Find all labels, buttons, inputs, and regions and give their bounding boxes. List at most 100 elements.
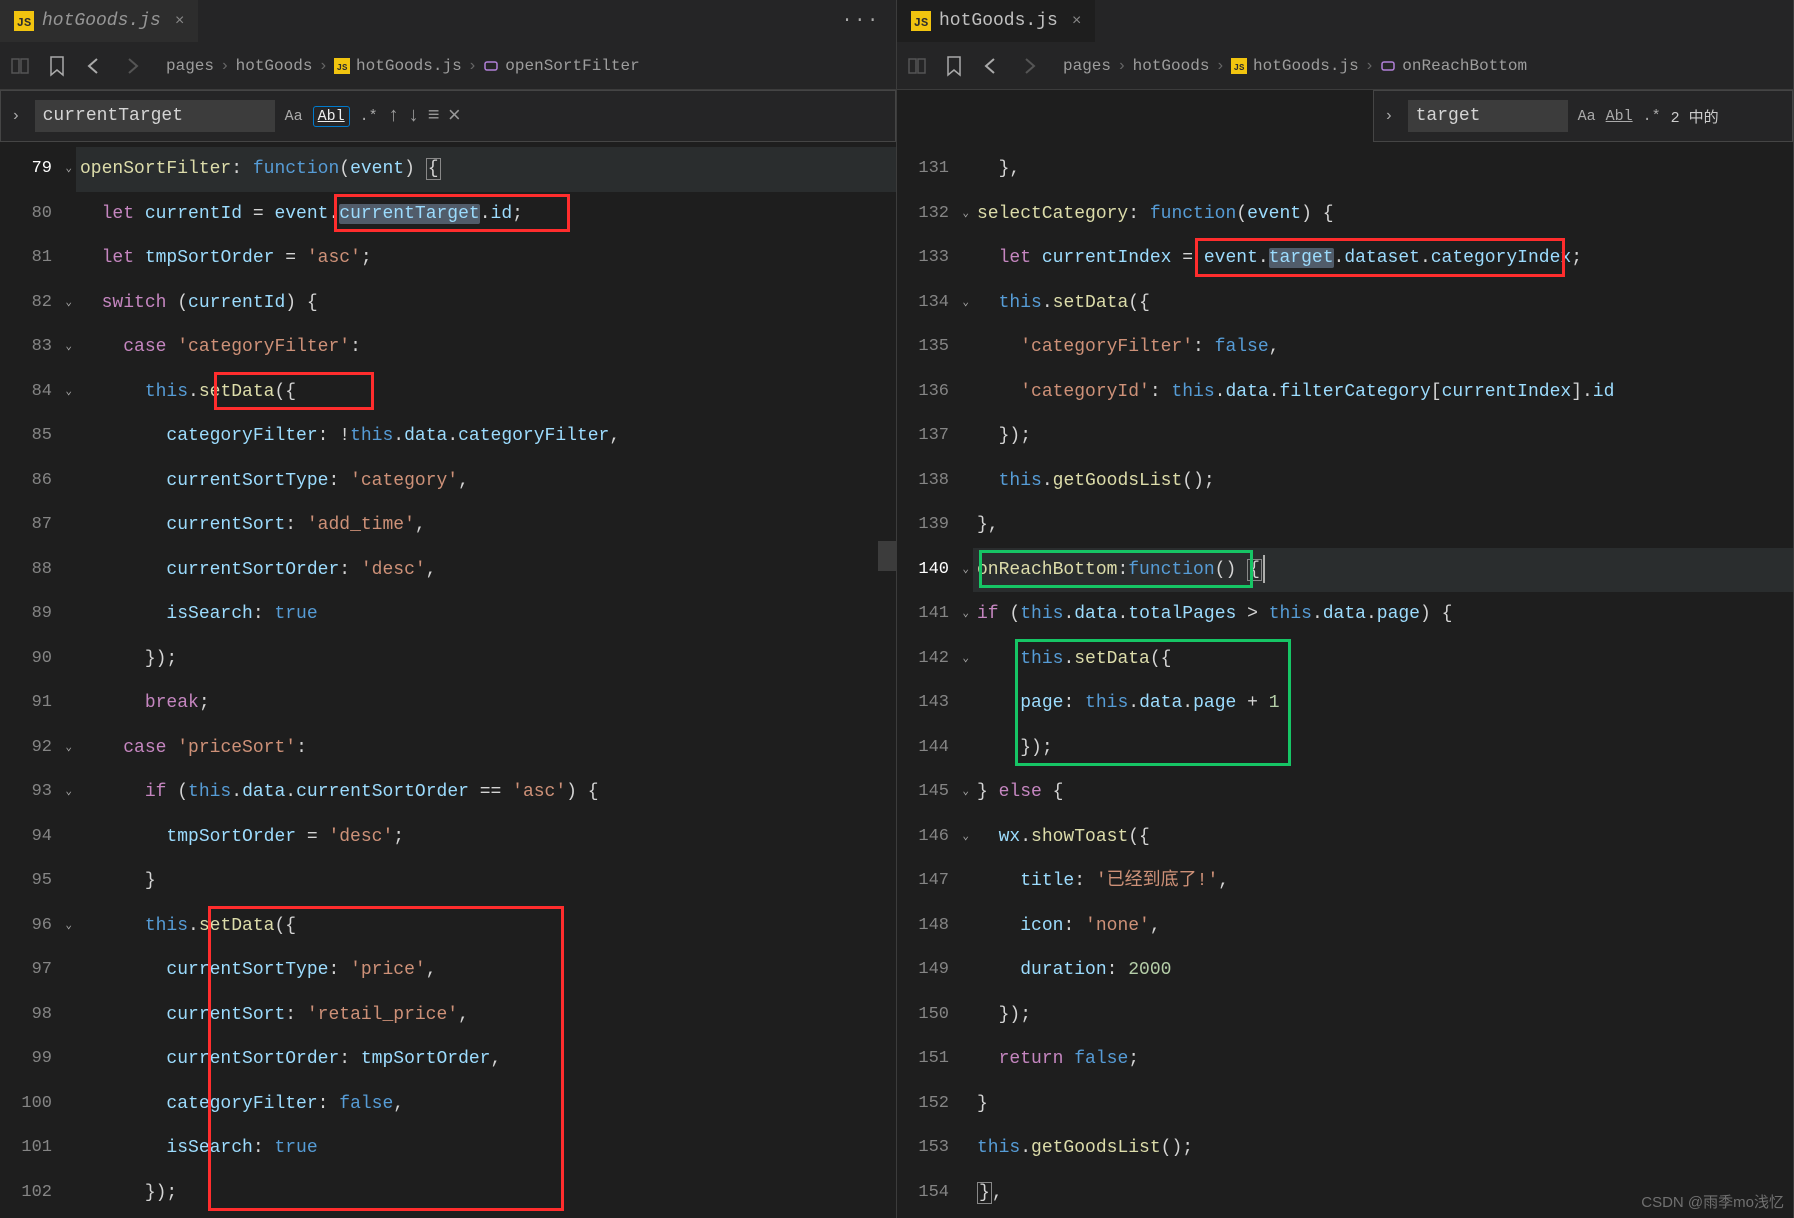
breadcrumb[interactable]: hotGoods.js <box>1253 57 1359 75</box>
code-line[interactable]: isSearch: true <box>76 1126 896 1171</box>
breadcrumb[interactable]: hotGoods <box>1133 57 1210 75</box>
code-line[interactable]: this.setData({ <box>973 281 1793 326</box>
code-line[interactable]: if (this.data.currentSortOrder == 'asc')… <box>76 770 896 815</box>
code-line[interactable]: title: '已经到底了!', <box>973 859 1793 904</box>
code-line[interactable]: }, <box>973 147 1793 192</box>
code-line[interactable]: }); <box>973 414 1793 459</box>
code-line[interactable]: this.setData({ <box>76 904 896 949</box>
code-line[interactable]: switch (currentId) { <box>76 281 896 326</box>
editor-left[interactable]: 79⌄808182⌄83⌄84⌄8586878889909192⌄93⌄9495… <box>0 90 896 1218</box>
toolbar-left: pages › hotGoods › JS hotGoods.js › open… <box>0 42 896 90</box>
code-line[interactable]: if (this.data.totalPages > this.data.pag… <box>973 592 1793 637</box>
code-line[interactable]: let currentIndex = event.target.dataset.… <box>973 236 1793 281</box>
method-icon <box>483 58 499 74</box>
find-input[interactable] <box>35 100 275 132</box>
breadcrumb[interactable]: hotGoods.js <box>356 57 462 75</box>
code-line[interactable]: let tmpSortOrder = 'asc'; <box>76 236 896 281</box>
code-right[interactable]: },selectCategory: function(event) { let … <box>973 90 1793 1218</box>
toolbar-right: pages › hotGoods › JS hotGoods.js › onRe… <box>897 42 1793 90</box>
code-line[interactable]: case 'priceSort': <box>76 726 896 771</box>
code-line[interactable]: duration: 2000 <box>973 948 1793 993</box>
match-case-icon[interactable]: Aa <box>285 108 303 125</box>
match-whole-word-icon[interactable]: Abl <box>1606 108 1633 125</box>
nav-back-icon[interactable] <box>84 56 104 76</box>
code-line[interactable]: }); <box>76 637 896 682</box>
tab-label: hotGoods.js <box>939 11 1058 31</box>
chevron-right-icon: › <box>1215 57 1225 75</box>
close-icon[interactable]: × <box>175 12 185 30</box>
breadcrumbs-right[interactable]: pages › hotGoods › JS hotGoods.js › onRe… <box>1063 57 1527 75</box>
code-line[interactable]: isSearch: true <box>76 592 896 637</box>
code-line[interactable]: currentSort: 'add_time', <box>76 503 896 548</box>
js-file-icon: JS <box>334 58 350 74</box>
prev-match-icon[interactable]: ↑ <box>388 105 400 128</box>
more-actions-icon[interactable]: ··· <box>842 11 880 31</box>
code-line[interactable]: categoryFilter: false, <box>76 1082 896 1127</box>
code-line[interactable]: currentSort: 'retail_price', <box>76 993 896 1038</box>
nav-back-icon[interactable] <box>981 56 1001 76</box>
find-input[interactable] <box>1408 100 1568 132</box>
regex-icon[interactable]: .* <box>1643 108 1661 125</box>
code-line[interactable]: currentSortOrder: tmpSortOrder, <box>76 1037 896 1082</box>
code-line[interactable]: this.getGoodsList(); <box>973 1126 1793 1171</box>
code-line[interactable]: break; <box>76 681 896 726</box>
code-line[interactable]: this.setData({ <box>76 370 896 415</box>
code-line[interactable]: 'categoryId': this.data.filterCategory[c… <box>973 370 1793 415</box>
code-line[interactable]: icon: 'none', <box>973 904 1793 949</box>
code-line[interactable]: } else { <box>973 770 1793 815</box>
close-icon[interactable]: × <box>1072 12 1082 30</box>
code-left[interactable]: openSortFilter: function(event) { let cu… <box>76 90 896 1218</box>
find-in-selection-icon[interactable]: ≡ <box>428 105 440 128</box>
editor-pane-right: JS hotGoods.js × pages › hotGoods › JS h… <box>897 0 1794 1218</box>
js-file-icon: JS <box>14 11 34 31</box>
gutter-right: 131132⌄133134⌄135136137138139140⌄141⌄142… <box>897 90 973 1218</box>
breadcrumbs-left[interactable]: pages › hotGoods › JS hotGoods.js › open… <box>166 57 640 75</box>
close-icon[interactable]: × <box>448 104 461 129</box>
code-line[interactable]: selectCategory: function(event) { <box>973 192 1793 237</box>
code-line[interactable]: } <box>973 1082 1793 1127</box>
regex-icon[interactable]: .* <box>360 108 378 125</box>
code-line[interactable]: }); <box>973 993 1793 1038</box>
code-line[interactable]: categoryFilter: !this.data.categoryFilte… <box>76 414 896 459</box>
match-case-icon[interactable]: Aa <box>1578 108 1596 125</box>
match-whole-word-icon[interactable]: Abl <box>313 106 350 127</box>
code-line[interactable]: let currentId = event.currentTarget.id; <box>76 192 896 237</box>
code-line[interactable]: case 'categoryFilter': <box>76 325 896 370</box>
breadcrumb[interactable]: openSortFilter <box>505 57 639 75</box>
code-line[interactable]: currentSortType: 'category', <box>76 459 896 504</box>
code-line[interactable]: page: this.data.page + 1 <box>973 681 1793 726</box>
gutter-left: 79⌄808182⌄83⌄84⌄8586878889909192⌄93⌄9495… <box>0 90 76 1218</box>
code-line[interactable]: currentSortType: 'price', <box>76 948 896 993</box>
code-line[interactable]: onReachBottom:function() { <box>973 548 1793 593</box>
breadcrumb[interactable]: pages <box>1063 57 1111 75</box>
bookmark-icon[interactable] <box>48 55 66 77</box>
next-match-icon[interactable]: ↓ <box>408 105 420 128</box>
editor-right[interactable]: 131132⌄133134⌄135136137138139140⌄141⌄142… <box>897 90 1793 1218</box>
code-line[interactable]: 'categoryFilter': false, <box>973 325 1793 370</box>
code-line[interactable]: } <box>76 859 896 904</box>
nav-forward-icon[interactable] <box>1019 56 1039 76</box>
breadcrumb[interactable]: hotGoods <box>236 57 313 75</box>
nav-forward-icon[interactable] <box>122 56 142 76</box>
compare-icon[interactable] <box>10 56 30 76</box>
breadcrumb[interactable]: pages <box>166 57 214 75</box>
code-line[interactable]: }); <box>76 1171 896 1216</box>
tab-hotgoods-right[interactable]: JS hotGoods.js × <box>897 0 1095 42</box>
breadcrumb[interactable]: onReachBottom <box>1402 57 1527 75</box>
code-line[interactable]: currentSortOrder: 'desc', <box>76 548 896 593</box>
code-line[interactable]: wx.showToast({ <box>973 815 1793 860</box>
compare-icon[interactable] <box>907 56 927 76</box>
code-line[interactable]: this.getGoodsList(); <box>973 459 1793 504</box>
method-icon <box>1380 58 1396 74</box>
code-line[interactable]: tmpSortOrder = 'desc'; <box>76 815 896 860</box>
code-line[interactable]: return false; <box>973 1037 1793 1082</box>
chevron-right-icon[interactable]: › <box>1384 107 1394 125</box>
bookmark-icon[interactable] <box>945 55 963 77</box>
tab-hotgoods-left[interactable]: JS hotGoods.js × <box>0 0 198 42</box>
code-line[interactable]: this.setData({ <box>973 637 1793 682</box>
code-line[interactable]: }); <box>973 726 1793 771</box>
js-file-icon: JS <box>911 11 931 31</box>
chevron-right-icon[interactable]: › <box>11 107 21 125</box>
code-line[interactable]: }, <box>973 503 1793 548</box>
code-line[interactable]: openSortFilter: function(event) { <box>76 147 896 192</box>
